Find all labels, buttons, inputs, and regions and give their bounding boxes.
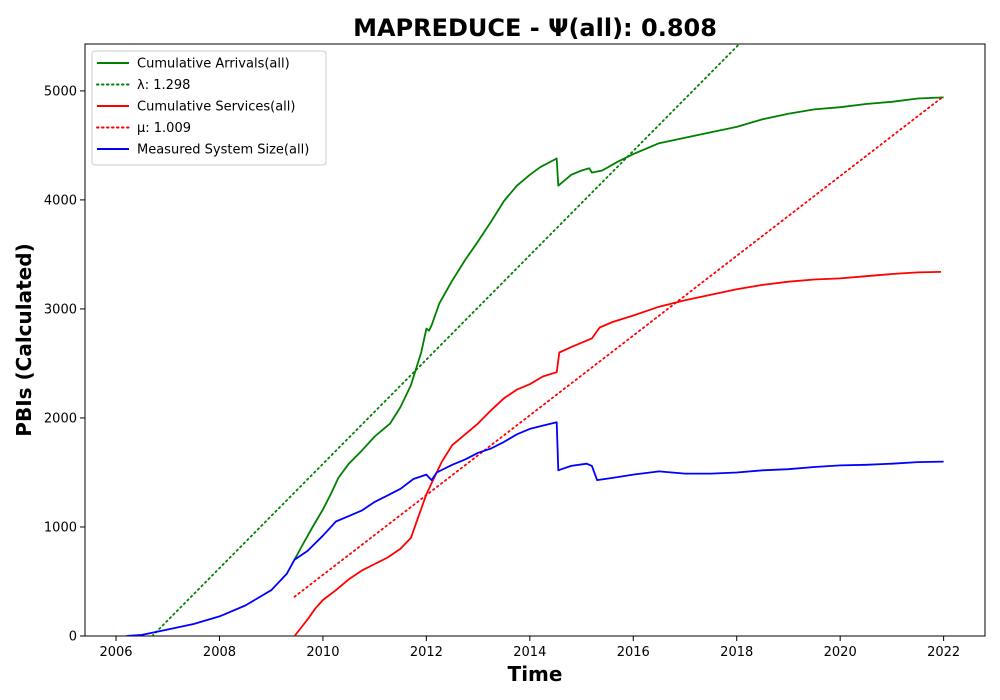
y-tick-label: 2000 (44, 411, 77, 426)
x-tick-label: 2020 (824, 645, 857, 660)
x-tick-label: 2012 (410, 645, 443, 660)
x-tick-label: 2016 (617, 645, 650, 660)
legend-box (91, 50, 327, 166)
y-tick-label: 5000 (44, 84, 77, 99)
x-tick-label: 2022 (927, 645, 960, 660)
legend-label: Measured System Size(all) (137, 143, 309, 158)
legend: Cumulative Arrivals(all) λ: 1.298 Cumulati… (91, 50, 327, 166)
y-tick-label: 3000 (44, 302, 77, 317)
legend-label: μ: 1.009 (137, 121, 191, 136)
series-line-cumulative-arrivals-all (293, 96, 944, 561)
x-axis-ticks: 2006 2008 2010 2012 2014 2016 2018 2020 2022 (99, 636, 960, 660)
plot-area-frame (84, 43, 986, 637)
chart-title: MAPREDUCE - Ψ(all): 0.808 (353, 14, 717, 42)
x-tick-label: 2010 (306, 645, 339, 660)
series-line-measured-system-size-all (126, 421, 944, 636)
series-line-1-009 (293, 95, 945, 598)
x-tick-label: 2006 (99, 645, 132, 660)
legend-label: Cumulative Arrivals(all) (137, 57, 290, 72)
x-tick-label: 2008 (203, 645, 236, 660)
x-axis-label: Time (508, 662, 563, 686)
legend-label: λ: 1.298 (137, 78, 190, 93)
y-tick-label: 1000 (44, 520, 77, 535)
series-line-cumulative-services-all (293, 271, 942, 636)
series-line-1-298 (151, 44, 741, 636)
x-tick-label: 2014 (513, 645, 546, 660)
y-tick-label: 0 (69, 630, 77, 645)
x-tick-label: 2018 (720, 645, 753, 660)
series-layer (126, 44, 945, 636)
y-axis-label: PBIs (Calculated) (12, 243, 36, 436)
y-axis-ticks: 0 1000 2000 3000 4000 5000 (44, 84, 85, 645)
y-tick-label: 4000 (44, 193, 77, 208)
legend-label: Cumulative Services(all) (137, 100, 295, 115)
